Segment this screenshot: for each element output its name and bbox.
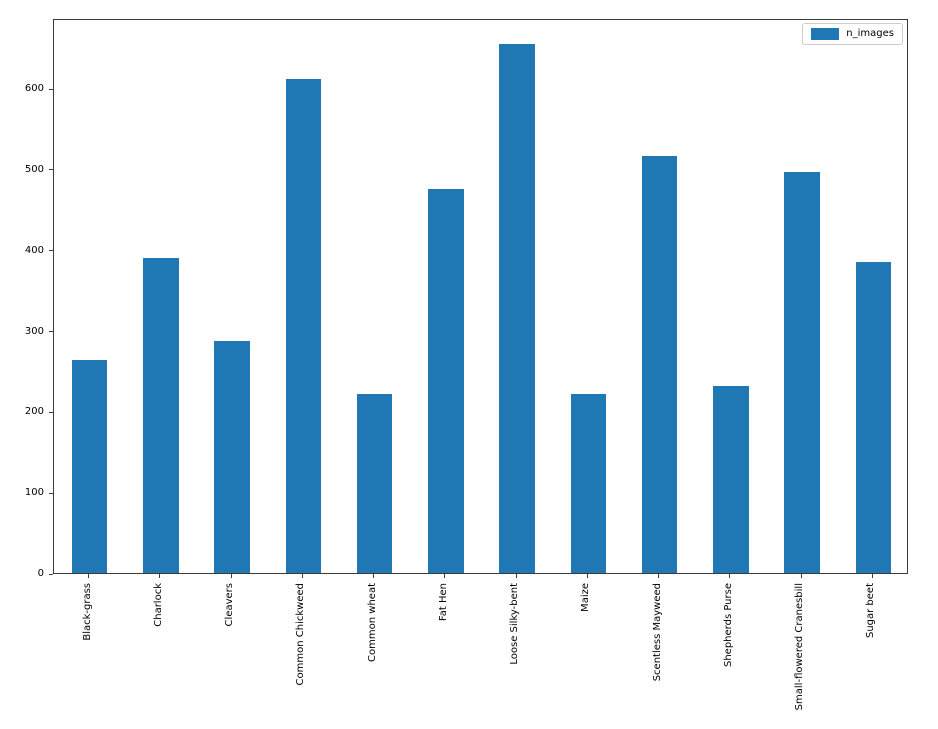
x-tick-label: Shepherds Purse xyxy=(722,583,734,668)
x-tick-label: Scentless Mayweed xyxy=(651,583,663,682)
bar xyxy=(214,341,250,573)
y-tick-label: 600 xyxy=(24,83,44,95)
x-tick-label: Charlock xyxy=(152,583,164,627)
x-tick-label: Cleavers xyxy=(224,583,236,627)
x-tick xyxy=(586,574,588,578)
x-tick xyxy=(301,574,303,578)
legend-swatch xyxy=(811,28,840,40)
bar xyxy=(713,386,749,573)
x-tick-label: Fat Hen xyxy=(437,583,449,622)
x-tick xyxy=(729,574,731,578)
y-tick xyxy=(49,88,53,90)
x-tick xyxy=(800,574,802,578)
x-tick xyxy=(230,574,232,578)
bar xyxy=(356,394,393,573)
x-tick-label: Common Chickweed xyxy=(295,583,307,686)
y-tick xyxy=(49,492,53,494)
x-tick xyxy=(373,574,375,578)
y-tick xyxy=(49,411,53,413)
y-tick xyxy=(49,169,53,171)
bar xyxy=(285,79,322,573)
bar xyxy=(570,394,607,573)
x-tick-label: Maize xyxy=(580,583,592,612)
bar xyxy=(855,261,892,573)
x-tick xyxy=(159,574,161,578)
bar xyxy=(784,172,820,573)
y-tick xyxy=(49,573,53,575)
x-tick xyxy=(444,574,446,578)
x-tick-label: Sugar beet xyxy=(865,583,877,639)
y-tick-label: 0 xyxy=(37,568,44,579)
legend: n_images xyxy=(802,23,903,45)
x-tick xyxy=(515,574,517,578)
x-tick xyxy=(88,574,90,578)
x-tick-label: Common wheat xyxy=(366,583,378,662)
bar xyxy=(428,189,464,573)
x-tick-label: Loose Silky-bent xyxy=(509,583,521,665)
x-tick-label: Small-flowered Cranesbill xyxy=(794,583,806,711)
bar xyxy=(71,360,108,573)
x-tick-label: Black-grass xyxy=(81,583,93,641)
bar xyxy=(143,257,179,573)
y-tick-label: 300 xyxy=(24,325,44,337)
y-tick xyxy=(49,250,53,252)
legend-label: n_images xyxy=(846,28,894,39)
x-tick xyxy=(658,574,660,578)
bar xyxy=(499,44,535,573)
y-tick-label: 200 xyxy=(24,406,44,418)
x-tick xyxy=(871,574,873,578)
plot-area: n_images xyxy=(53,19,908,574)
bar xyxy=(641,155,678,573)
y-tick-label: 400 xyxy=(24,244,44,256)
y-tick-label: 500 xyxy=(24,163,44,175)
y-tick-label: 100 xyxy=(24,487,44,499)
y-tick xyxy=(49,331,53,333)
